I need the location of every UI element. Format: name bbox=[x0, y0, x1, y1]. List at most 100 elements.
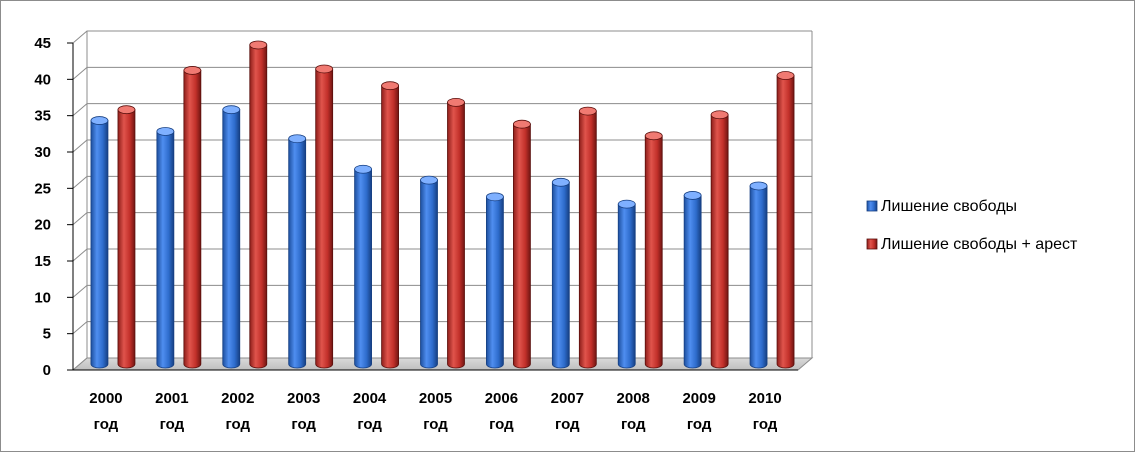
bar-top bbox=[644, 131, 663, 141]
y-tick-label: 45 bbox=[34, 35, 51, 52]
x-category-label: год bbox=[423, 416, 448, 433]
bar-body bbox=[683, 195, 702, 369]
bar-body bbox=[486, 196, 504, 369]
bar-body bbox=[90, 120, 109, 369]
bar-body bbox=[156, 131, 175, 369]
y-tick-label: 20 bbox=[34, 217, 51, 234]
x-category-label: год bbox=[621, 416, 646, 433]
bar-lishenie-svobody bbox=[683, 191, 702, 369]
bar-top bbox=[683, 191, 702, 200]
x-category-label: год bbox=[357, 416, 382, 433]
bar-top bbox=[420, 175, 438, 185]
bar-body bbox=[117, 109, 136, 369]
bar-lishenie-svobody bbox=[486, 192, 504, 369]
bar-top bbox=[156, 127, 175, 136]
legend-item: Лишение свободы bbox=[866, 198, 1017, 215]
bar-top bbox=[183, 66, 202, 75]
bar-body bbox=[578, 110, 597, 369]
y-tick-label: 5 bbox=[43, 326, 51, 343]
bar-lishenie-svobody bbox=[354, 164, 372, 369]
bar-lishenie-svobody bbox=[156, 127, 175, 369]
x-category-label: 2003 bbox=[287, 390, 320, 407]
x-category-label: 2010 bbox=[748, 390, 781, 407]
bar-lishenie-svobody bbox=[222, 105, 241, 369]
bar-body bbox=[222, 109, 241, 369]
bar-top bbox=[447, 98, 465, 107]
bar-top bbox=[288, 134, 307, 144]
bar-lishenie-svobody bbox=[288, 134, 307, 369]
y-tick-label: 0 bbox=[43, 362, 51, 379]
bar-lishenie-svobody bbox=[749, 181, 768, 369]
bar-lishenie-svobody-arest bbox=[644, 131, 663, 369]
y-tick-label: 15 bbox=[34, 253, 51, 270]
legend: Лишение свободы Лишение свободы + арест bbox=[866, 198, 1078, 253]
bar-body bbox=[183, 70, 202, 369]
y-tick-label: 30 bbox=[34, 144, 51, 161]
bar-body bbox=[249, 44, 268, 369]
x-category-label: год bbox=[687, 416, 712, 433]
bar-lishenie-svobody-arest bbox=[710, 110, 729, 369]
bar-body bbox=[644, 135, 663, 369]
bar-top bbox=[381, 81, 399, 91]
bar-lishenie-svobody-arest bbox=[249, 40, 268, 369]
bar-body bbox=[447, 102, 465, 369]
x-axis-labels: 2000 год 2001 год 2002 год 2003 год 2004 год 2005 г… bbox=[89, 390, 781, 433]
bar-lishenie-svobody-arest bbox=[315, 64, 334, 369]
bar-top bbox=[551, 177, 570, 187]
bar-top bbox=[749, 181, 768, 191]
bar-top bbox=[486, 192, 504, 202]
bar-top bbox=[354, 164, 372, 174]
bar-top bbox=[117, 105, 136, 115]
bar-lishenie-svobody-arest bbox=[381, 81, 399, 369]
bar-body bbox=[315, 68, 334, 369]
x-category-label: год bbox=[753, 416, 778, 433]
bar-top bbox=[578, 106, 597, 116]
bar-body bbox=[381, 85, 399, 369]
bar-body bbox=[288, 138, 307, 369]
bar-body bbox=[776, 75, 795, 369]
bar-top bbox=[90, 116, 109, 125]
gridline bbox=[72, 30, 812, 44]
bar-lishenie-svobody-arest bbox=[117, 105, 136, 369]
bar-lishenie-svobody-arest bbox=[776, 71, 795, 369]
bar-lishenie-svobody-arest bbox=[183, 66, 202, 369]
bar-body bbox=[513, 123, 531, 369]
bar-top bbox=[710, 110, 729, 120]
legend-label: Лишение свободы + арест bbox=[881, 236, 1078, 253]
bar-top bbox=[249, 40, 268, 50]
legend-label: Лишение свободы bbox=[881, 198, 1017, 215]
bar-top bbox=[776, 71, 795, 80]
x-category-label: 2008 bbox=[617, 390, 650, 407]
x-category-label: год bbox=[225, 416, 250, 433]
x-category-label: 2006 bbox=[485, 390, 518, 407]
bars bbox=[90, 40, 795, 369]
bar-lishenie-svobody bbox=[90, 116, 109, 369]
legend-swatch bbox=[866, 238, 878, 250]
x-category-label: 2005 bbox=[419, 390, 452, 407]
bar-lishenie-svobody-arest bbox=[578, 106, 597, 369]
bar-body bbox=[617, 203, 636, 369]
y-tick-label: 10 bbox=[34, 289, 51, 306]
bar-top bbox=[617, 199, 636, 209]
x-category-label: 2000 bbox=[89, 390, 122, 407]
y-tick-label: 25 bbox=[34, 180, 51, 197]
legend-item: Лишение свободы + арест bbox=[866, 236, 1078, 253]
y-tick-label: 40 bbox=[34, 71, 51, 88]
x-category-label: 2009 bbox=[682, 390, 715, 407]
bar-lishenie-svobody-arest bbox=[513, 119, 531, 369]
bar-top bbox=[222, 105, 241, 115]
x-category-label: год bbox=[489, 416, 514, 433]
bar-body bbox=[354, 168, 372, 369]
y-axis: 0 5 10 15 20 25 30 35 40 45 bbox=[34, 35, 798, 379]
bar-top bbox=[513, 119, 531, 129]
bar-body bbox=[749, 185, 768, 369]
bar-lishenie-svobody bbox=[420, 175, 438, 369]
bar-body bbox=[710, 114, 729, 369]
legend-swatch bbox=[866, 200, 878, 212]
x-category-label: год bbox=[160, 416, 185, 433]
bar-lishenie-svobody-arest bbox=[447, 98, 465, 369]
bar-body bbox=[551, 181, 570, 369]
x-category-label: 2004 bbox=[353, 390, 387, 407]
